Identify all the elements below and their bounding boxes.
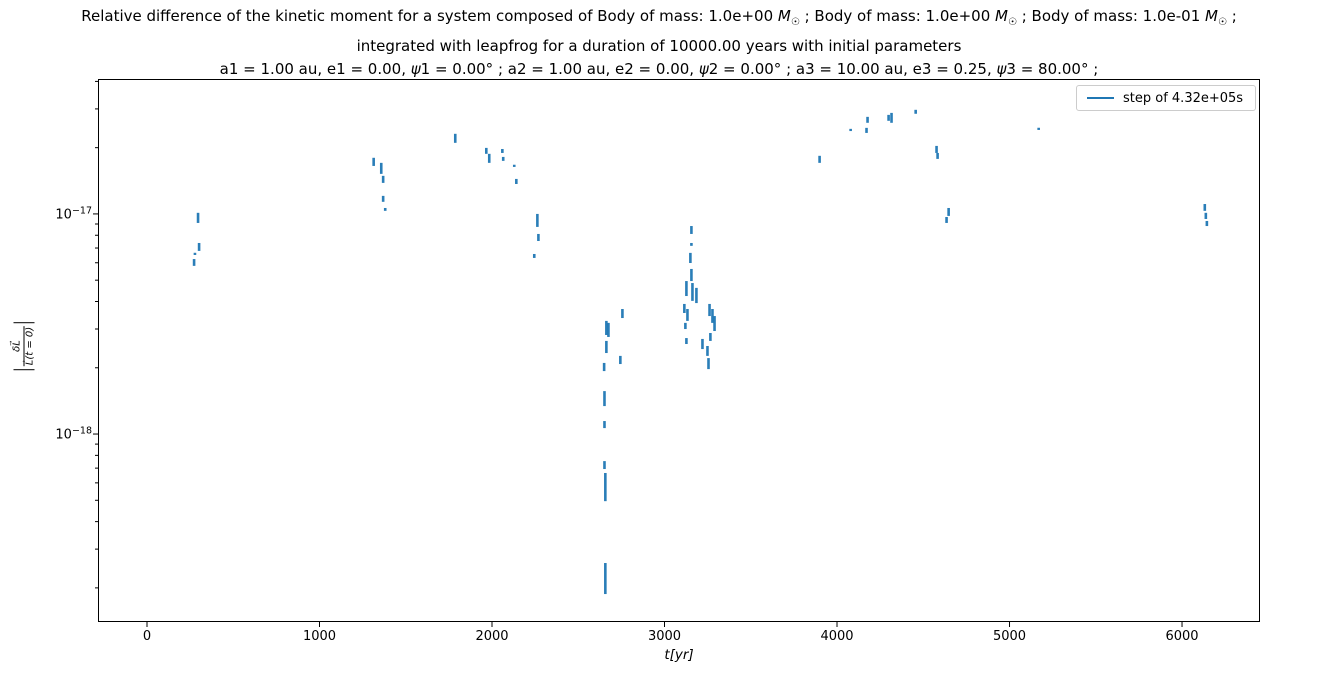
x-tick-label: 6000 [1165, 629, 1199, 644]
data-point-segment [707, 358, 710, 370]
data-point-segment [381, 175, 385, 183]
data-point-segment [709, 333, 712, 341]
chart-title-line-2: integrated with leapfrog for a duration … [356, 36, 962, 55]
data-point-segment [690, 242, 693, 246]
data-point-segment [865, 127, 868, 133]
data-point-segment [603, 391, 606, 407]
abs-bar-right [13, 321, 35, 323]
data-point-segment [603, 461, 606, 470]
data-point-segment [890, 112, 893, 123]
x-axis-label: t[yr] [664, 647, 694, 663]
abs-bar-left [13, 369, 35, 371]
data-point-segment [379, 162, 383, 174]
data-point-segment [935, 145, 938, 153]
legend-label: step of 4.32e+05s [1123, 90, 1244, 106]
y-axis-label: δL⃗ L⃗(t = 0) [12, 319, 37, 373]
x-tick-label: 0 [142, 629, 152, 644]
data-point-segment [372, 157, 375, 166]
data-point-segment [683, 303, 686, 313]
data-point-segment [453, 133, 457, 143]
data-point-segment [607, 322, 610, 337]
data-point-segment [485, 147, 488, 154]
data-point-segment [695, 287, 698, 304]
x-tick-label: 3000 [647, 629, 682, 644]
data-point-segment [866, 116, 869, 123]
data-point-segment [686, 309, 689, 321]
data-point-segment [604, 472, 607, 502]
data-point-segment [945, 217, 948, 223]
axes-box [98, 79, 1260, 622]
data-point-segment [849, 128, 852, 132]
data-point-segment [706, 345, 709, 356]
chart-title: Relative difference of the kinetic momen… [0, 5, 1318, 82]
y-axis-fraction-denominator: L⃗(t = 0) [24, 326, 36, 366]
x-tick-label: 5000 [992, 629, 1027, 644]
data-point-segment [711, 309, 714, 323]
data-point-segment [515, 178, 518, 184]
x-tick-label: 4000 [820, 629, 854, 644]
data-point-segment [690, 226, 693, 234]
data-point-segment [487, 153, 491, 163]
data-point-segment [605, 320, 608, 335]
data-point-segment [537, 233, 540, 241]
data-point-segment [713, 316, 716, 332]
x-tick-label: 2000 [475, 629, 509, 644]
data-point-segment [193, 252, 197, 255]
legend: step of 4.32e+05s [1076, 85, 1256, 111]
data-point-segment [619, 355, 622, 365]
y-tick-label: 10−18 [55, 425, 92, 443]
y-axis-fraction-numerator: δL⃗ [11, 340, 23, 352]
data-point-segment [690, 268, 693, 282]
data-point-segment [192, 259, 196, 266]
data-point-segment [501, 148, 504, 153]
data-point-segment [708, 303, 711, 317]
data-point-segment [512, 164, 516, 167]
data-point-segment [604, 563, 607, 595]
data-point-segment [701, 338, 704, 350]
data-point-segment [383, 207, 387, 211]
data-point-segment [818, 155, 821, 163]
data-point-segment [536, 213, 539, 227]
x-tick-label: 1000 [302, 629, 337, 644]
y-tick-label: 10−17 [55, 205, 92, 223]
data-point-segment [685, 338, 688, 345]
data-point-segment [887, 114, 890, 121]
data-point-segment [381, 195, 385, 202]
y-axis-fraction: δL⃗ L⃗(t = 0) [11, 325, 37, 367]
data-point-segment [1203, 204, 1207, 211]
data-point-segment [936, 152, 939, 159]
data-point-segment [685, 281, 688, 297]
data-point-segment [603, 421, 606, 429]
chart-title-line-3: a1 = 1.00 au, e1 = 0.00, ψ1 = 0.00° ; a2… [219, 60, 1099, 78]
data-point-segment [689, 252, 692, 264]
data-point-segment [691, 283, 694, 301]
data-point-segment [914, 109, 917, 114]
data-point-segment [501, 156, 505, 161]
data-point-segment [684, 322, 687, 330]
data-point-segment [621, 309, 624, 319]
data-point-segment [1204, 212, 1208, 219]
legend-line-icon [1087, 97, 1114, 99]
data-point-segment [1037, 127, 1040, 130]
data-point-segment [602, 362, 606, 372]
data-point-segment [532, 253, 536, 258]
chart-title-line-1: Relative difference of the kinetic momen… [81, 7, 1237, 28]
data-point-segment [196, 212, 200, 223]
data-point-segment [605, 340, 608, 354]
data-point-segment [947, 207, 950, 216]
data-point-segment [1205, 220, 1209, 227]
data-point-segment [197, 242, 201, 251]
